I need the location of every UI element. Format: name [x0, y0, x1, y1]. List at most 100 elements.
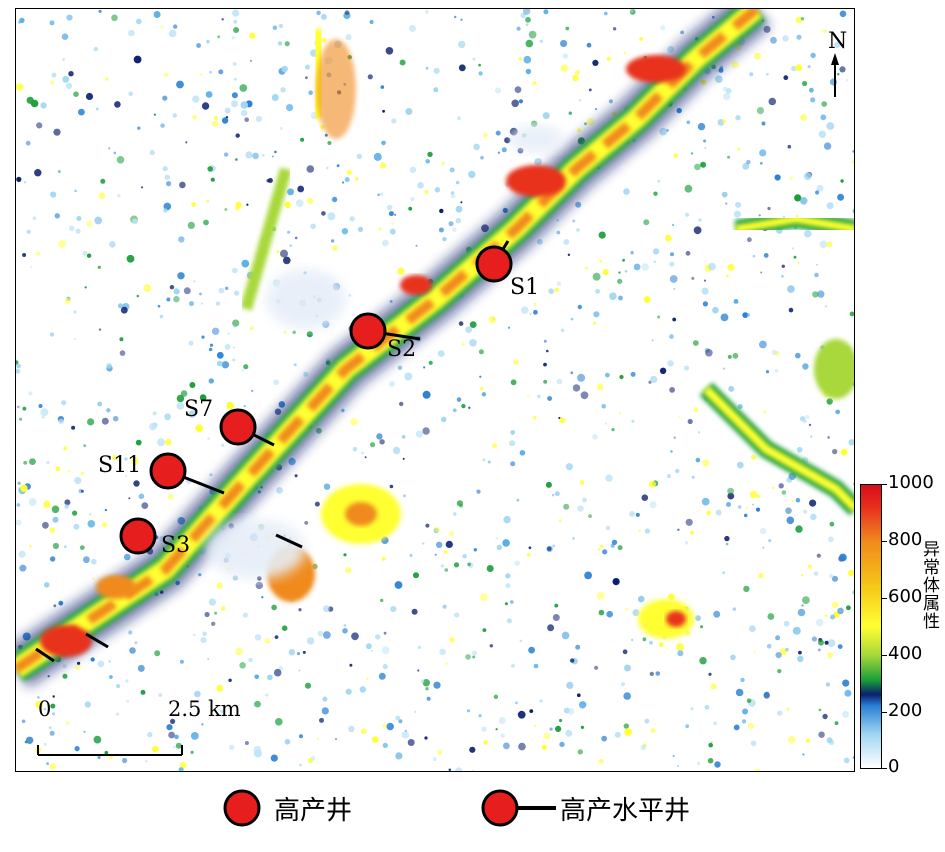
speckle	[271, 604, 277, 611]
speckle	[220, 709, 224, 713]
speckle	[741, 719, 747, 724]
speckle	[449, 637, 455, 643]
speckle	[509, 440, 516, 447]
speckle	[631, 419, 635, 423]
speckle	[34, 169, 42, 177]
speckle	[702, 301, 709, 307]
speckle	[119, 337, 124, 342]
speckle	[597, 548, 601, 551]
speckle	[703, 139, 707, 143]
speckle	[567, 253, 571, 256]
speckle	[322, 605, 330, 613]
speckle	[138, 493, 145, 500]
speckle	[731, 61, 739, 69]
speckle	[726, 274, 729, 278]
speckle	[135, 18, 142, 25]
speckle	[180, 390, 188, 397]
speckle	[466, 709, 471, 713]
speckle	[594, 107, 598, 111]
speckle	[816, 553, 821, 558]
north-label: N	[828, 29, 848, 54]
speckle	[539, 699, 543, 703]
speckle	[133, 55, 142, 64]
speckle	[52, 542, 60, 550]
speckle	[382, 239, 389, 247]
speckle	[241, 369, 244, 372]
colorbar-tick-200: 200	[888, 700, 923, 721]
speckle	[822, 29, 827, 34]
speckle	[805, 738, 811, 743]
speckle	[40, 408, 49, 417]
speckle	[402, 457, 405, 460]
speckle	[577, 749, 583, 755]
speckle	[29, 458, 36, 465]
speckle	[164, 72, 169, 77]
speckle	[795, 497, 801, 503]
speckle	[137, 126, 141, 130]
speckle	[486, 565, 494, 572]
speckle	[685, 212, 689, 217]
speckle	[74, 337, 77, 341]
speckle	[223, 152, 229, 157]
speckle	[43, 500, 51, 509]
speckle	[408, 206, 413, 211]
speckle	[468, 406, 471, 409]
speckle	[637, 595, 645, 603]
speckle	[826, 241, 833, 248]
speckle	[749, 72, 754, 77]
speckle	[125, 679, 129, 683]
speckle	[563, 503, 570, 510]
speckle	[391, 222, 394, 225]
speckle	[529, 709, 534, 713]
speckle	[849, 311, 854, 317]
speckle	[774, 174, 781, 181]
speckle	[704, 705, 710, 710]
speckle	[487, 460, 491, 464]
speckle	[367, 74, 373, 80]
speckle	[797, 655, 804, 662]
speckle	[423, 366, 426, 369]
speckle	[36, 704, 39, 707]
speckle	[599, 259, 603, 263]
speckle	[51, 505, 60, 514]
speckle	[175, 742, 182, 749]
speckle	[128, 497, 131, 500]
speckle	[458, 64, 466, 72]
speckle	[53, 604, 57, 608]
well-label-s7: S7	[184, 397, 214, 422]
speckle	[561, 631, 570, 640]
speckle	[250, 326, 254, 330]
speckle	[703, 279, 707, 282]
speckle	[395, 752, 403, 760]
speckle	[810, 435, 813, 438]
speckle	[94, 216, 103, 225]
speckle	[73, 91, 79, 97]
speckle	[824, 640, 829, 645]
speckle	[249, 59, 252, 63]
speckle	[478, 71, 483, 76]
speckle	[826, 398, 833, 405]
attribute-map: S1 S2 S7 S11 S3 N 0 2.5 km	[15, 8, 855, 772]
speckle	[190, 732, 199, 740]
speckle	[389, 299, 393, 303]
speckle	[440, 564, 444, 568]
speckle	[737, 404, 743, 410]
speckle	[177, 272, 185, 280]
speckle	[519, 639, 523, 643]
speckle	[542, 112, 550, 120]
speckle	[23, 460, 28, 465]
speckle	[554, 287, 560, 293]
speckle	[722, 571, 726, 575]
speckle	[77, 661, 81, 665]
speckle	[294, 236, 298, 240]
speckle	[115, 712, 119, 716]
speckle	[473, 143, 480, 151]
speckle	[795, 16, 803, 24]
speckle	[480, 155, 484, 160]
speckle	[823, 142, 832, 150]
speckle	[625, 607, 628, 611]
speckle	[86, 220, 93, 227]
speckle	[190, 750, 194, 754]
speckle	[189, 382, 196, 388]
speckle	[685, 518, 693, 526]
